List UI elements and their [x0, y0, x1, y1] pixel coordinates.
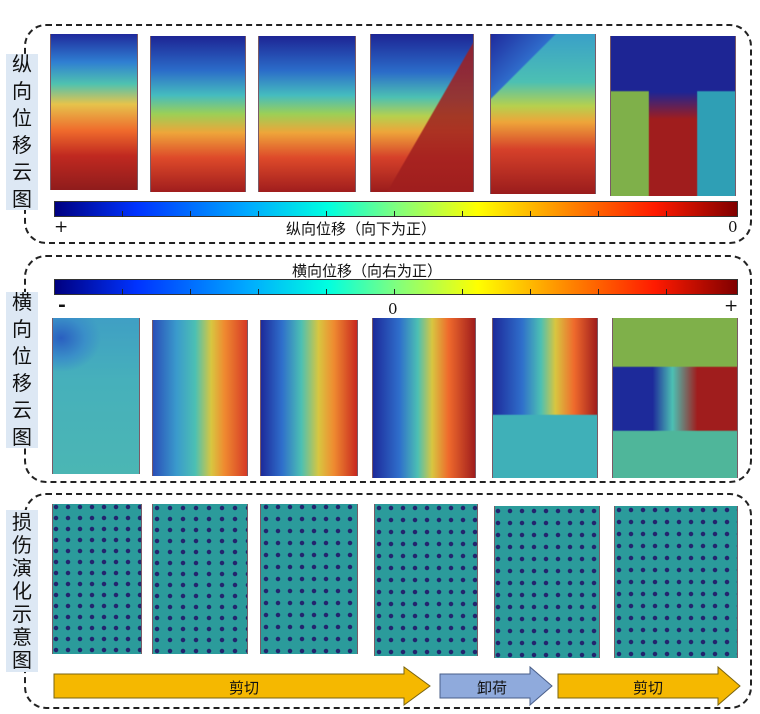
horizontal-panel-3	[260, 320, 358, 476]
shear-arrow-1-label: 剪切	[228, 679, 259, 697]
horizontal-panel-4	[372, 318, 476, 478]
vertical-panel-4	[370, 34, 474, 192]
damage-evolution-label: 损 伤 演 化 示 意 图	[6, 510, 38, 672]
horizontal-colorbar-tick	[190, 289, 191, 295]
horizontal-colorbar-mid: 0	[388, 300, 398, 318]
horizontal-colorbar-tick	[122, 289, 123, 295]
vertical-colorbar-tick	[598, 211, 599, 217]
vertical-colorbar-right-end: 0	[728, 218, 738, 236]
horizontal-colorbar-tick	[530, 289, 531, 295]
vertical-colorbar-tick	[190, 211, 191, 217]
horizontal-panel-2	[152, 320, 248, 476]
horizontal-colorbar-title: 横向位移（向右为正）	[292, 262, 443, 280]
horizontal-colorbar-tick	[326, 289, 327, 295]
damage-panel-2	[152, 504, 248, 654]
horizontal-displacement-label: 横 向 位 移 云 图	[6, 290, 38, 449]
horizontal-panel-1	[52, 318, 140, 474]
damage-panel-5	[494, 506, 600, 658]
horizontal-colorbar-tick	[462, 289, 463, 295]
vertical-colorbar-tick	[462, 211, 463, 217]
unload-arrow	[439, 665, 553, 707]
vertical-colorbar-left-end: +	[54, 217, 69, 237]
vertical-colorbar-tick	[530, 211, 531, 217]
damage-panel-4	[374, 504, 478, 656]
horizontal-colorbar-tick	[666, 289, 667, 295]
horizontal-panel-6	[612, 318, 738, 478]
horizontal-colorbar	[54, 279, 738, 295]
horizontal-colorbar-right-end: +	[724, 296, 739, 316]
horizontal-colorbar-tick	[394, 289, 395, 295]
vertical-displacement-label: 纵 向 位 移 云 图	[6, 52, 38, 211]
damage-panel-3	[260, 504, 358, 654]
damage-panel-1	[52, 504, 142, 654]
vertical-colorbar-tick	[394, 211, 395, 217]
horizontal-panel-5	[492, 318, 598, 478]
damage-panel-6	[614, 506, 738, 658]
vertical-colorbar	[54, 201, 738, 217]
vertical-colorbar-title: 纵向位移（向下为正）	[286, 220, 437, 238]
shear-arrow-1	[53, 666, 431, 706]
unload-arrow-label: 卸荷	[476, 679, 507, 697]
horizontal-colorbar-left-end: -	[58, 294, 66, 316]
shear-arrow-2-label: 剪切	[632, 679, 663, 697]
horizontal-colorbar-tick	[598, 289, 599, 295]
vertical-panel-1	[50, 34, 138, 190]
vertical-panel-6	[610, 36, 736, 196]
shear-arrow-2	[557, 665, 741, 707]
vertical-panel-5	[490, 34, 596, 194]
vertical-colorbar-tick	[666, 211, 667, 217]
vertical-colorbar-tick	[258, 211, 259, 217]
horizontal-colorbar-tick	[258, 289, 259, 295]
vertical-colorbar-tick	[326, 211, 327, 217]
vertical-panel-2	[150, 36, 246, 192]
vertical-colorbar-tick	[122, 211, 123, 217]
vertical-panel-3	[258, 36, 356, 192]
